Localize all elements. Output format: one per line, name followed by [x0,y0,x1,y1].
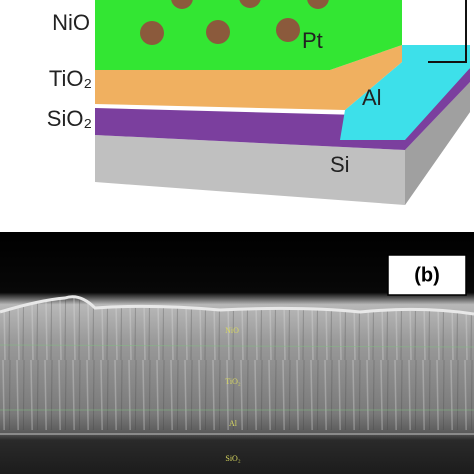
sem-layer-label: SiO₂ [225,454,240,463]
sio2-label: SiO₂ [47,106,92,131]
si-label: Si [330,152,350,177]
schematic: NiO Pt TiO₂ SiO₂ Al Si [47,0,470,205]
pt-layer [95,0,402,70]
pt-dot [140,21,164,45]
al-label: Al [362,85,382,110]
pt-dot [206,20,230,44]
tio2-layer [95,45,402,110]
probe-line [428,0,467,63]
sem-image: NiO TiO₂ Al SiO₂ (b) [0,232,474,474]
si-side [405,82,470,205]
pt-dots [140,0,329,45]
pt-dot [239,0,261,8]
si-layer [95,82,470,205]
sem-layer-label: NiO [225,326,239,335]
panel-label-box [387,254,467,296]
sem-layer-label: TiO₂ [225,377,241,386]
sem-layer-label: Al [229,419,238,428]
pt-dot [171,0,193,9]
al-layer [340,45,470,140]
nio-label: NiO [52,10,90,35]
sem-texture [0,296,474,430]
tio2-label: TiO₂ [49,66,92,91]
pt-label: Pt [302,28,323,53]
pt-dot [307,0,329,9]
pt-dot [276,18,300,42]
sem-surface [0,295,474,316]
interface-line [0,344,474,348]
panel-label: (b) [414,264,440,286]
